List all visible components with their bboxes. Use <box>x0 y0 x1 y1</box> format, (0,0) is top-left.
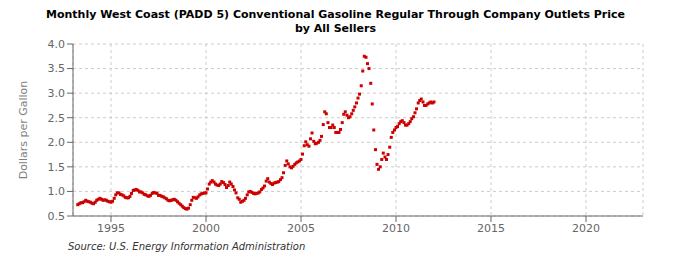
svg-text:3.0: 3.0 <box>48 87 66 100</box>
svg-text:Dollars per Gallon: Dollars per Gallon <box>17 81 30 180</box>
svg-text:1995: 1995 <box>97 222 125 235</box>
svg-text:1.0: 1.0 <box>48 185 66 198</box>
html-text:Source: U.S. Energy Informatio: Source: U.S. Energy Information Administ… <box>68 241 306 252</box>
svg-text:2010: 2010 <box>382 222 410 235</box>
svg-text:2005: 2005 <box>287 222 315 235</box>
html-text:by All Sellers: by All Sellers <box>294 22 377 35</box>
svg-text:2.5: 2.5 <box>48 112 66 125</box>
svg-text:3.5: 3.5 <box>48 62 66 75</box>
svg-text:0.5: 0.5 <box>48 210 66 223</box>
svg-text:2.0: 2.0 <box>48 136 66 149</box>
svg-text:1.5: 1.5 <box>48 161 66 174</box>
svg-text:2000: 2000 <box>192 222 220 235</box>
svg-text:2015: 2015 <box>477 222 505 235</box>
svg-text:4.0: 4.0 <box>48 38 66 51</box>
svg-text:2020: 2020 <box>572 222 600 235</box>
html-text:Monthly West Coast (PADD 5) Co: Monthly West Coast (PADD 5) Conventional… <box>46 8 625 21</box>
